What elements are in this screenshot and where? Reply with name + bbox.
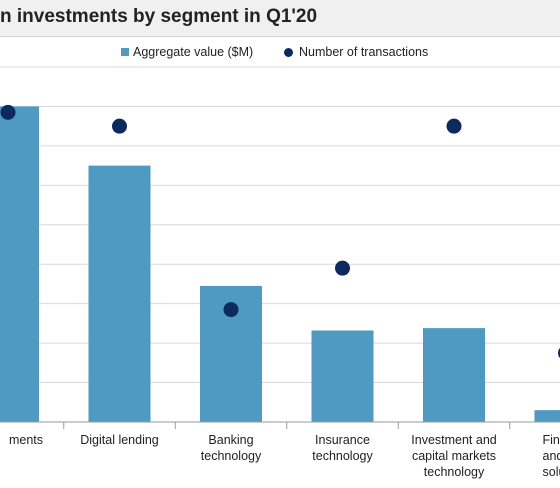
legend-label-aggregate-value: Aggregate value ($M) [133, 45, 254, 59]
bar-aggregate-value [423, 328, 485, 422]
x-tick-label-line: and [542, 449, 560, 463]
x-tick-label: Banking technology [176, 432, 286, 464]
point-number-of-transactions [446, 118, 462, 134]
chart-title: n investments by segment in Q1'20 [0, 6, 318, 27]
x-tick-label-line: Investment and [411, 433, 497, 447]
x-tick-label-line: solu [542, 465, 560, 479]
x-tick-label-line: technology [200, 449, 262, 463]
x-tick-label-line: capital markets [411, 449, 497, 463]
point-number-of-transactions [335, 260, 350, 276]
x-tick-label-line: ments [8, 433, 43, 447]
x-tick-label-line: Financi [542, 433, 560, 447]
point-number-of-transactions [223, 302, 239, 318]
legend-swatch-bar [121, 48, 129, 56]
legend: Aggregate value ($M) Number of transacti… [0, 45, 560, 63]
x-tick-label-line: Banking [208, 433, 254, 447]
x-tick-label-line: technology [312, 449, 373, 463]
legend-item-aggregate-value: Aggregate value ($M) [121, 45, 253, 59]
x-tick-label: Financi and solu [543, 432, 560, 480]
x-tick-label-line: technology [423, 465, 485, 479]
point-number-of-transactions [0, 104, 16, 120]
legend-swatch-dot [284, 47, 293, 57]
title-bar: n investments by segment in Q1'20 [0, 0, 560, 37]
point-number-of-transactions [112, 118, 127, 134]
x-tick-label: Insurance technology [288, 432, 398, 464]
bar-aggregate-value [311, 330, 374, 422]
x-tick-label-line: Insurance [315, 433, 370, 447]
bar-aggregate-value [534, 410, 560, 422]
x-tick-label-line: Digital lending [80, 433, 159, 447]
x-tick-label: Digital lending [65, 432, 175, 448]
legend-label-transactions: Number of transactions [299, 45, 429, 59]
legend-item-transactions: Number of transactions [284, 45, 428, 59]
x-tick-label: Investment and capital markets technology [399, 432, 509, 480]
bar-aggregate-value [0, 106, 39, 422]
bar-aggregate-value [88, 165, 151, 422]
x-tick-label: ments [0, 432, 43, 448]
